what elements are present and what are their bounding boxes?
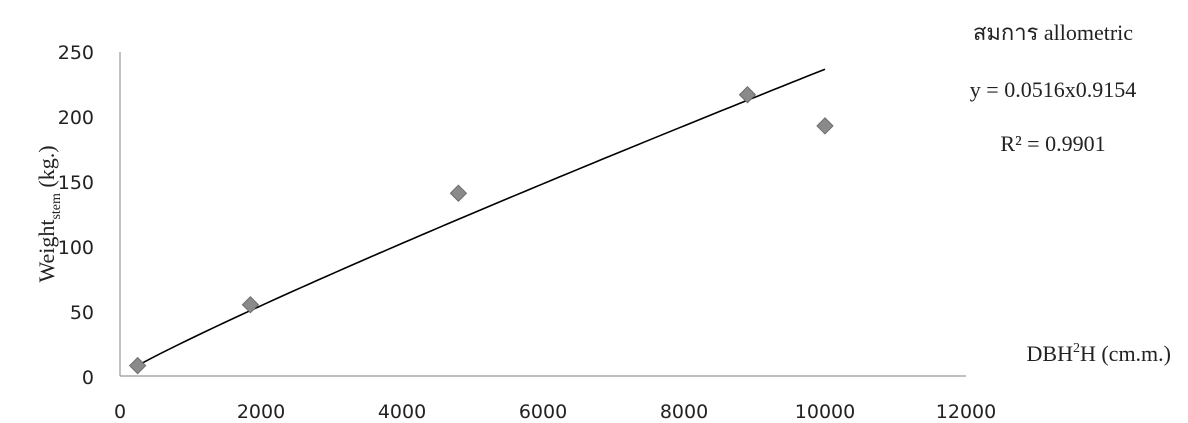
y-axis-label: Weightstem (kg.) — [34, 145, 64, 282]
data-point — [241, 296, 260, 314]
data-point — [128, 356, 147, 375]
y-tick-label: 150 — [58, 172, 94, 194]
r-squared-text: R² = 0.9901 — [1000, 131, 1105, 156]
x-axis-label: DBH2H (cm.m.) — [1027, 341, 1171, 366]
data-points-group — [128, 86, 834, 375]
x-tick-label: 8000 — [660, 401, 708, 423]
x-axis-label-rest: H (cm.m.) — [1080, 341, 1171, 366]
y-axis-label-suffix: (kg.) — [34, 145, 59, 193]
y-tick-labels: 0 50 100 150 200 250 — [58, 42, 94, 389]
y-tick-label: 100 — [58, 237, 94, 259]
x-tick-label: 6000 — [519, 401, 567, 423]
y-tick-label: 50 — [70, 302, 94, 324]
y-axis-label-sub: stem — [49, 193, 64, 220]
data-point — [816, 117, 834, 135]
x-tick-label: 10000 — [795, 401, 855, 423]
x-tick-label: 0 — [114, 401, 126, 423]
equation-heading: สมการ allometric — [973, 20, 1133, 45]
data-point — [738, 86, 757, 104]
y-tick-label: 250 — [58, 42, 94, 64]
x-tick-label: 4000 — [378, 401, 426, 423]
x-tick-labels: 0 2000 4000 6000 8000 10000 12000 — [114, 401, 996, 423]
data-point — [449, 184, 468, 202]
trendline-group — [137, 68, 826, 367]
x-axis-label-main: DBH — [1027, 341, 1074, 366]
y-axis-label-main: Weight — [34, 220, 59, 283]
equation-text: y = 0.0516x0.9154 — [970, 77, 1136, 102]
x-tick-label: 2000 — [237, 401, 285, 423]
y-tick-label: 200 — [58, 107, 94, 129]
y-tick-label: 0 — [82, 367, 94, 389]
trendline — [137, 68, 826, 367]
x-tick-label: 12000 — [936, 401, 996, 423]
x-axis-label-sup: 2 — [1073, 341, 1080, 356]
